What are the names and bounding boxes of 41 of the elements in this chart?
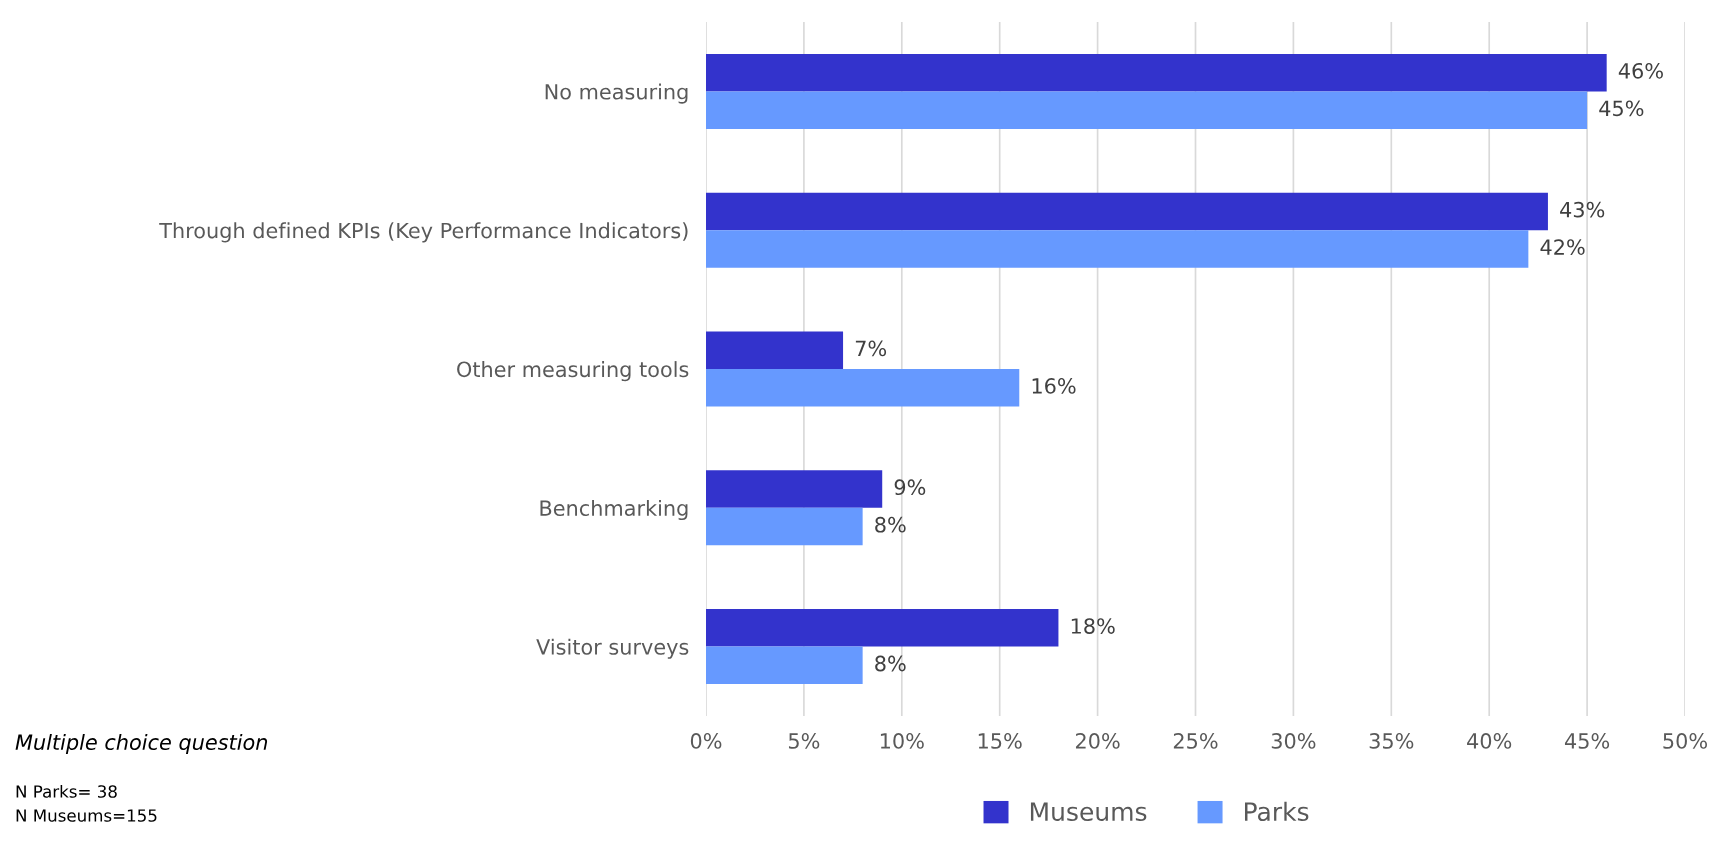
- bar: [706, 507, 863, 546]
- y-tick-label: Other measuring tools: [457, 361, 689, 382]
- x-tick-label: 15%: [978, 733, 1022, 749]
- data-label: 43%: [1560, 201, 1605, 218]
- bar: [706, 470, 883, 508]
- bar: [706, 369, 1020, 407]
- legend-label: Museums: [1030, 802, 1147, 822]
- data-label: 16%: [1032, 378, 1076, 394]
- text: N Parks= 38: [16, 784, 117, 798]
- data-label: 9%: [894, 479, 926, 496]
- x-tick-label: 20%: [1075, 733, 1120, 749]
- data-label: 18%: [1071, 618, 1115, 634]
- x-tick-label: 35%: [1369, 733, 1414, 749]
- data-label: 7%: [855, 340, 887, 357]
- x-tick-label: 0%: [690, 733, 722, 749]
- data-label: 46%: [1618, 62, 1663, 79]
- y-tick-label: No measuring: [545, 83, 688, 104]
- x-tick-label: 45%: [1564, 733, 1610, 749]
- y-tick-label: Through defined KPIs (Key Performance Indicators): [159, 222, 688, 243]
- bar: [706, 53, 1607, 92]
- x-tick-label: 40%: [1467, 733, 1512, 749]
- bar: [706, 331, 844, 369]
- data-label: 45%: [1599, 100, 1644, 117]
- x-tick-label: 50%: [1663, 733, 1707, 749]
- text: N Museums=155: [16, 809, 157, 822]
- bar: [706, 646, 863, 685]
- data-label: 8%: [875, 655, 906, 672]
- y-tick-label: Visitor surveys: [536, 638, 689, 659]
- y-tick-label: Benchmarking: [540, 499, 688, 521]
- bar: [706, 230, 1529, 268]
- bar: [706, 192, 1548, 231]
- text: Multiple choice question: [15, 733, 268, 755]
- legend-label: Parks: [1245, 801, 1309, 822]
- data-label: 42%: [1540, 239, 1585, 255]
- data-label: 8%: [875, 516, 906, 533]
- x-tick-label: 25%: [1173, 733, 1218, 749]
- x-tick-label: 10%: [880, 733, 924, 749]
- x-tick-label: 30%: [1271, 733, 1316, 749]
- bar: [706, 91, 1588, 129]
- bar: [706, 609, 1059, 647]
- x-tick-label: 5%: [788, 733, 820, 749]
